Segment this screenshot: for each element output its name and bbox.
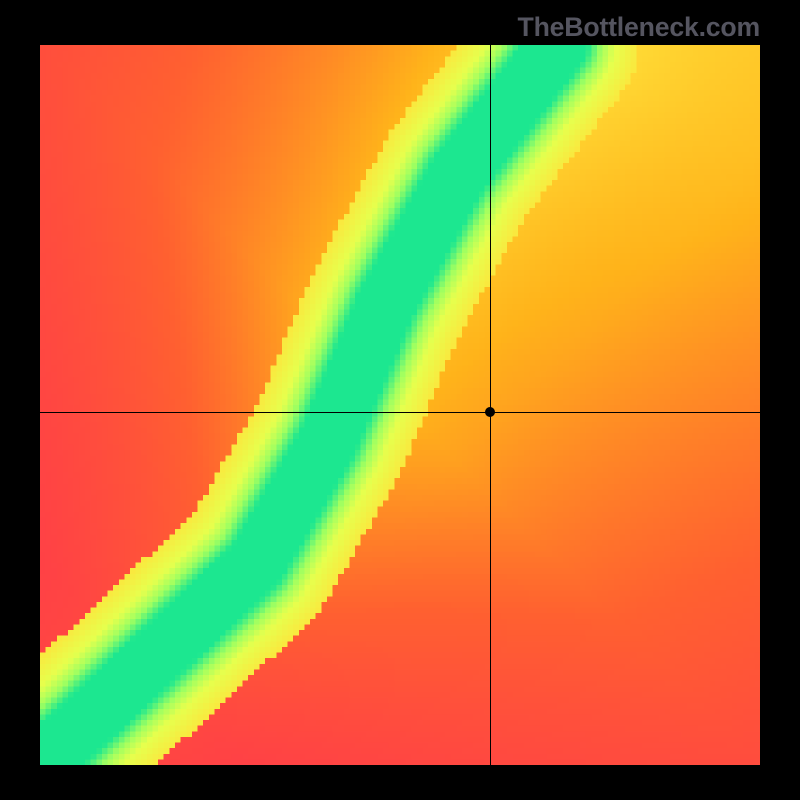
crosshair-vertical: [490, 45, 491, 765]
bottleneck-heatmap: [40, 45, 760, 765]
crosshair-horizontal: [40, 412, 760, 413]
watermark-text: TheBottleneck.com: [518, 12, 760, 43]
chart-root: TheBottleneck.com: [0, 0, 800, 800]
crosshair-marker: [485, 407, 495, 417]
